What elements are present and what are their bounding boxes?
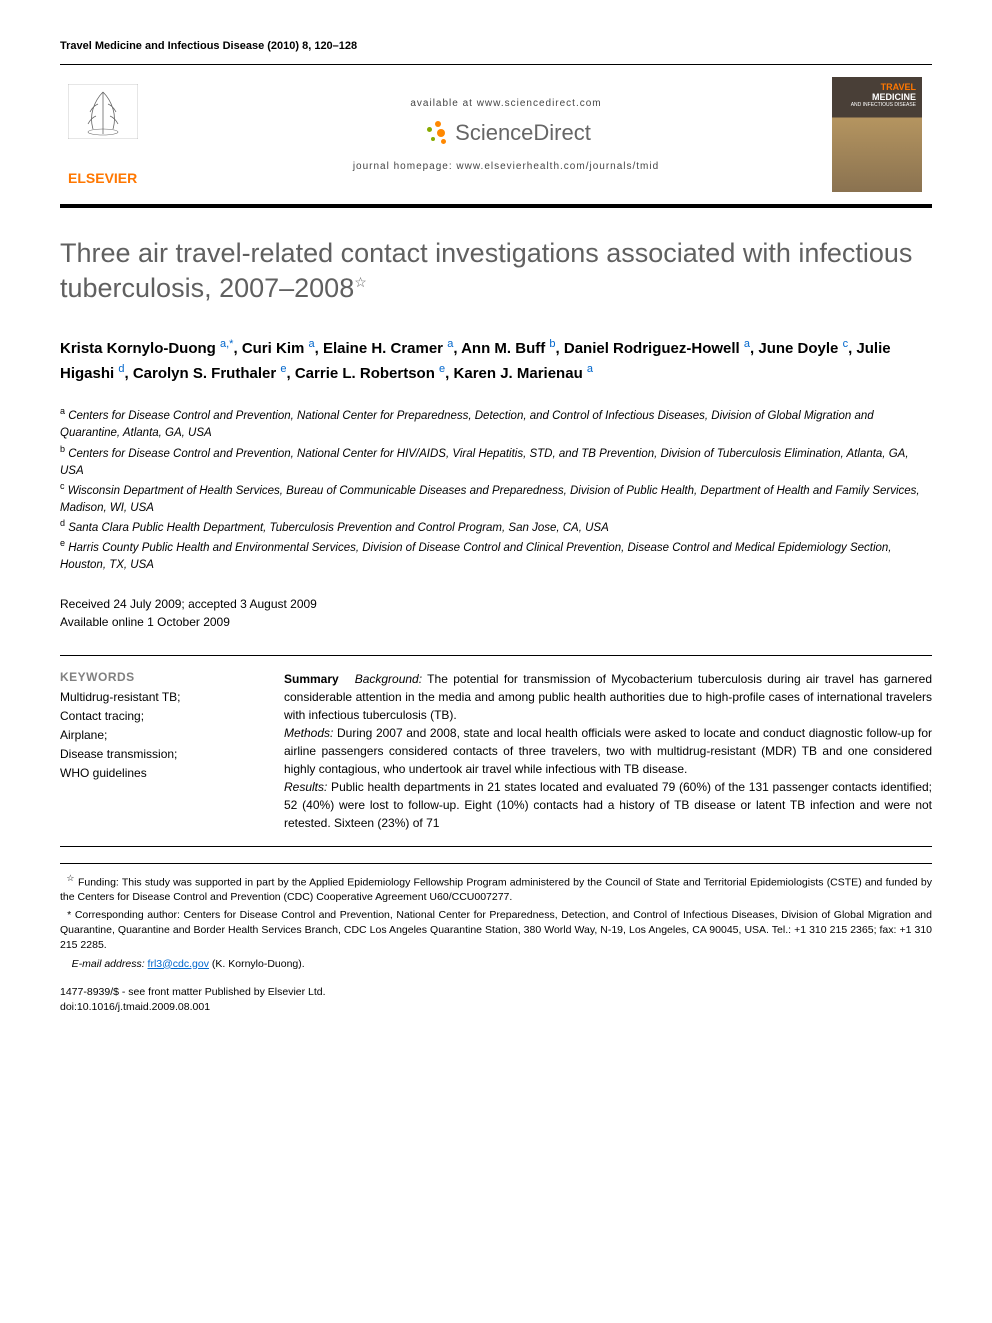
summary-column: Summary Background: The potential for tr… — [284, 670, 932, 832]
cover-subtitle: AND INFECTIOUS DISEASE — [851, 103, 916, 109]
affiliation: c Wisconsin Department of Health Service… — [60, 480, 932, 517]
available-online-date: Available online 1 October 2009 — [60, 613, 932, 631]
affiliation: a Centers for Disease Control and Preven… — [60, 405, 932, 442]
keyword-item: Disease transmission; — [60, 745, 260, 764]
affiliation: b Centers for Disease Control and Preven… — [60, 443, 932, 480]
results-text: Public health departments in 21 states l… — [284, 780, 932, 830]
sciencedirect-text: ScienceDirect — [455, 120, 591, 146]
keyword-item: Multidrug-resistant TB; — [60, 688, 260, 707]
publisher-banner: ELSEVIER available at www.sciencedirect.… — [60, 64, 932, 208]
keyword-item: Airplane; — [60, 726, 260, 745]
affiliation: e Harris County Public Health and Enviro… — [60, 537, 932, 574]
author: Elaine H. Cramer a — [323, 340, 453, 357]
elsevier-wordmark: ELSEVIER — [68, 170, 180, 186]
title-text: Three air travel-related contact investi… — [60, 238, 912, 303]
methods-label: Methods: — [284, 726, 333, 740]
copyright-block: 1477-8939/$ - see front matter Published… — [60, 985, 932, 1014]
article-dates: Received 24 July 2009; accepted 3 August… — [60, 595, 932, 631]
keywords-column: KEYWORDS Multidrug-resistant TB;Contact … — [60, 670, 260, 832]
background-label: Background: — [355, 672, 422, 686]
author: Carolyn S. Fruthaler e — [133, 365, 287, 382]
copyright-line: 1477-8939/$ - see front matter Published… — [60, 985, 932, 1000]
keyword-item: WHO guidelines — [60, 764, 260, 783]
author-list: Krista Kornylo-Duong a,*, Curi Kim a, El… — [60, 336, 932, 385]
corresponding-author-footnote: * Corresponding author: Centers for Dise… — [60, 908, 932, 952]
keywords-list: Multidrug-resistant TB;Contact tracing;A… — [60, 688, 260, 784]
available-at-text: available at www.sciencedirect.com — [180, 98, 832, 109]
affiliation-list: a Centers for Disease Control and Preven… — [60, 405, 932, 574]
funding-footnote: ☆ Funding: This study was supported in p… — [60, 872, 932, 905]
title-footnote-star: ☆ — [354, 274, 367, 290]
results-label: Results: — [284, 780, 327, 794]
author: Karen J. Marienau a — [454, 365, 594, 382]
banner-center: available at www.sciencedirect.com Scien… — [180, 98, 832, 172]
article-title: Three air travel-related contact investi… — [60, 236, 932, 306]
author: Curi Kim a — [242, 340, 315, 357]
journal-cover-thumb: TRAVEL MEDICINE AND INFECTIOUS DISEASE — [832, 77, 932, 192]
journal-cover-image: TRAVEL MEDICINE AND INFECTIOUS DISEASE — [832, 77, 922, 192]
corresponding-email-link[interactable]: frl3@cdc.gov — [148, 958, 209, 970]
keyword-item: Contact tracing; — [60, 707, 260, 726]
affiliation: d Santa Clara Public Health Department, … — [60, 517, 932, 537]
elsevier-tree-icon — [68, 84, 138, 164]
sciencedirect-logo: ScienceDirect — [180, 119, 832, 147]
author: Carrie L. Robertson e — [295, 365, 445, 382]
sciencedirect-dots-icon — [421, 119, 449, 147]
keywords-heading: KEYWORDS — [60, 670, 260, 684]
doi-line: doi:10.1016/j.tmaid.2009.08.001 — [60, 1000, 932, 1015]
author: Krista Kornylo-Duong a,* — [60, 340, 233, 357]
methods-text: During 2007 and 2008, state and local he… — [284, 726, 932, 776]
journal-citation: Travel Medicine and Infectious Disease (… — [60, 40, 932, 52]
journal-homepage-text: journal homepage: www.elsevierhealth.com… — [180, 161, 832, 172]
elsevier-logo-block: ELSEVIER — [60, 84, 180, 186]
author: Daniel Rodriguez-Howell a — [564, 340, 750, 357]
email-footnote: E-mail address: frl3@cdc.gov (K. Kornylo… — [60, 957, 932, 972]
author: Ann M. Buff b — [461, 340, 555, 357]
received-accepted-date: Received 24 July 2009; accepted 3 August… — [60, 595, 932, 613]
footnotes-block: ☆ Funding: This study was supported in p… — [60, 863, 932, 972]
author: June Doyle c — [758, 340, 848, 357]
abstract-keywords-block: KEYWORDS Multidrug-resistant TB;Contact … — [60, 655, 932, 847]
summary-label: Summary — [284, 672, 339, 686]
